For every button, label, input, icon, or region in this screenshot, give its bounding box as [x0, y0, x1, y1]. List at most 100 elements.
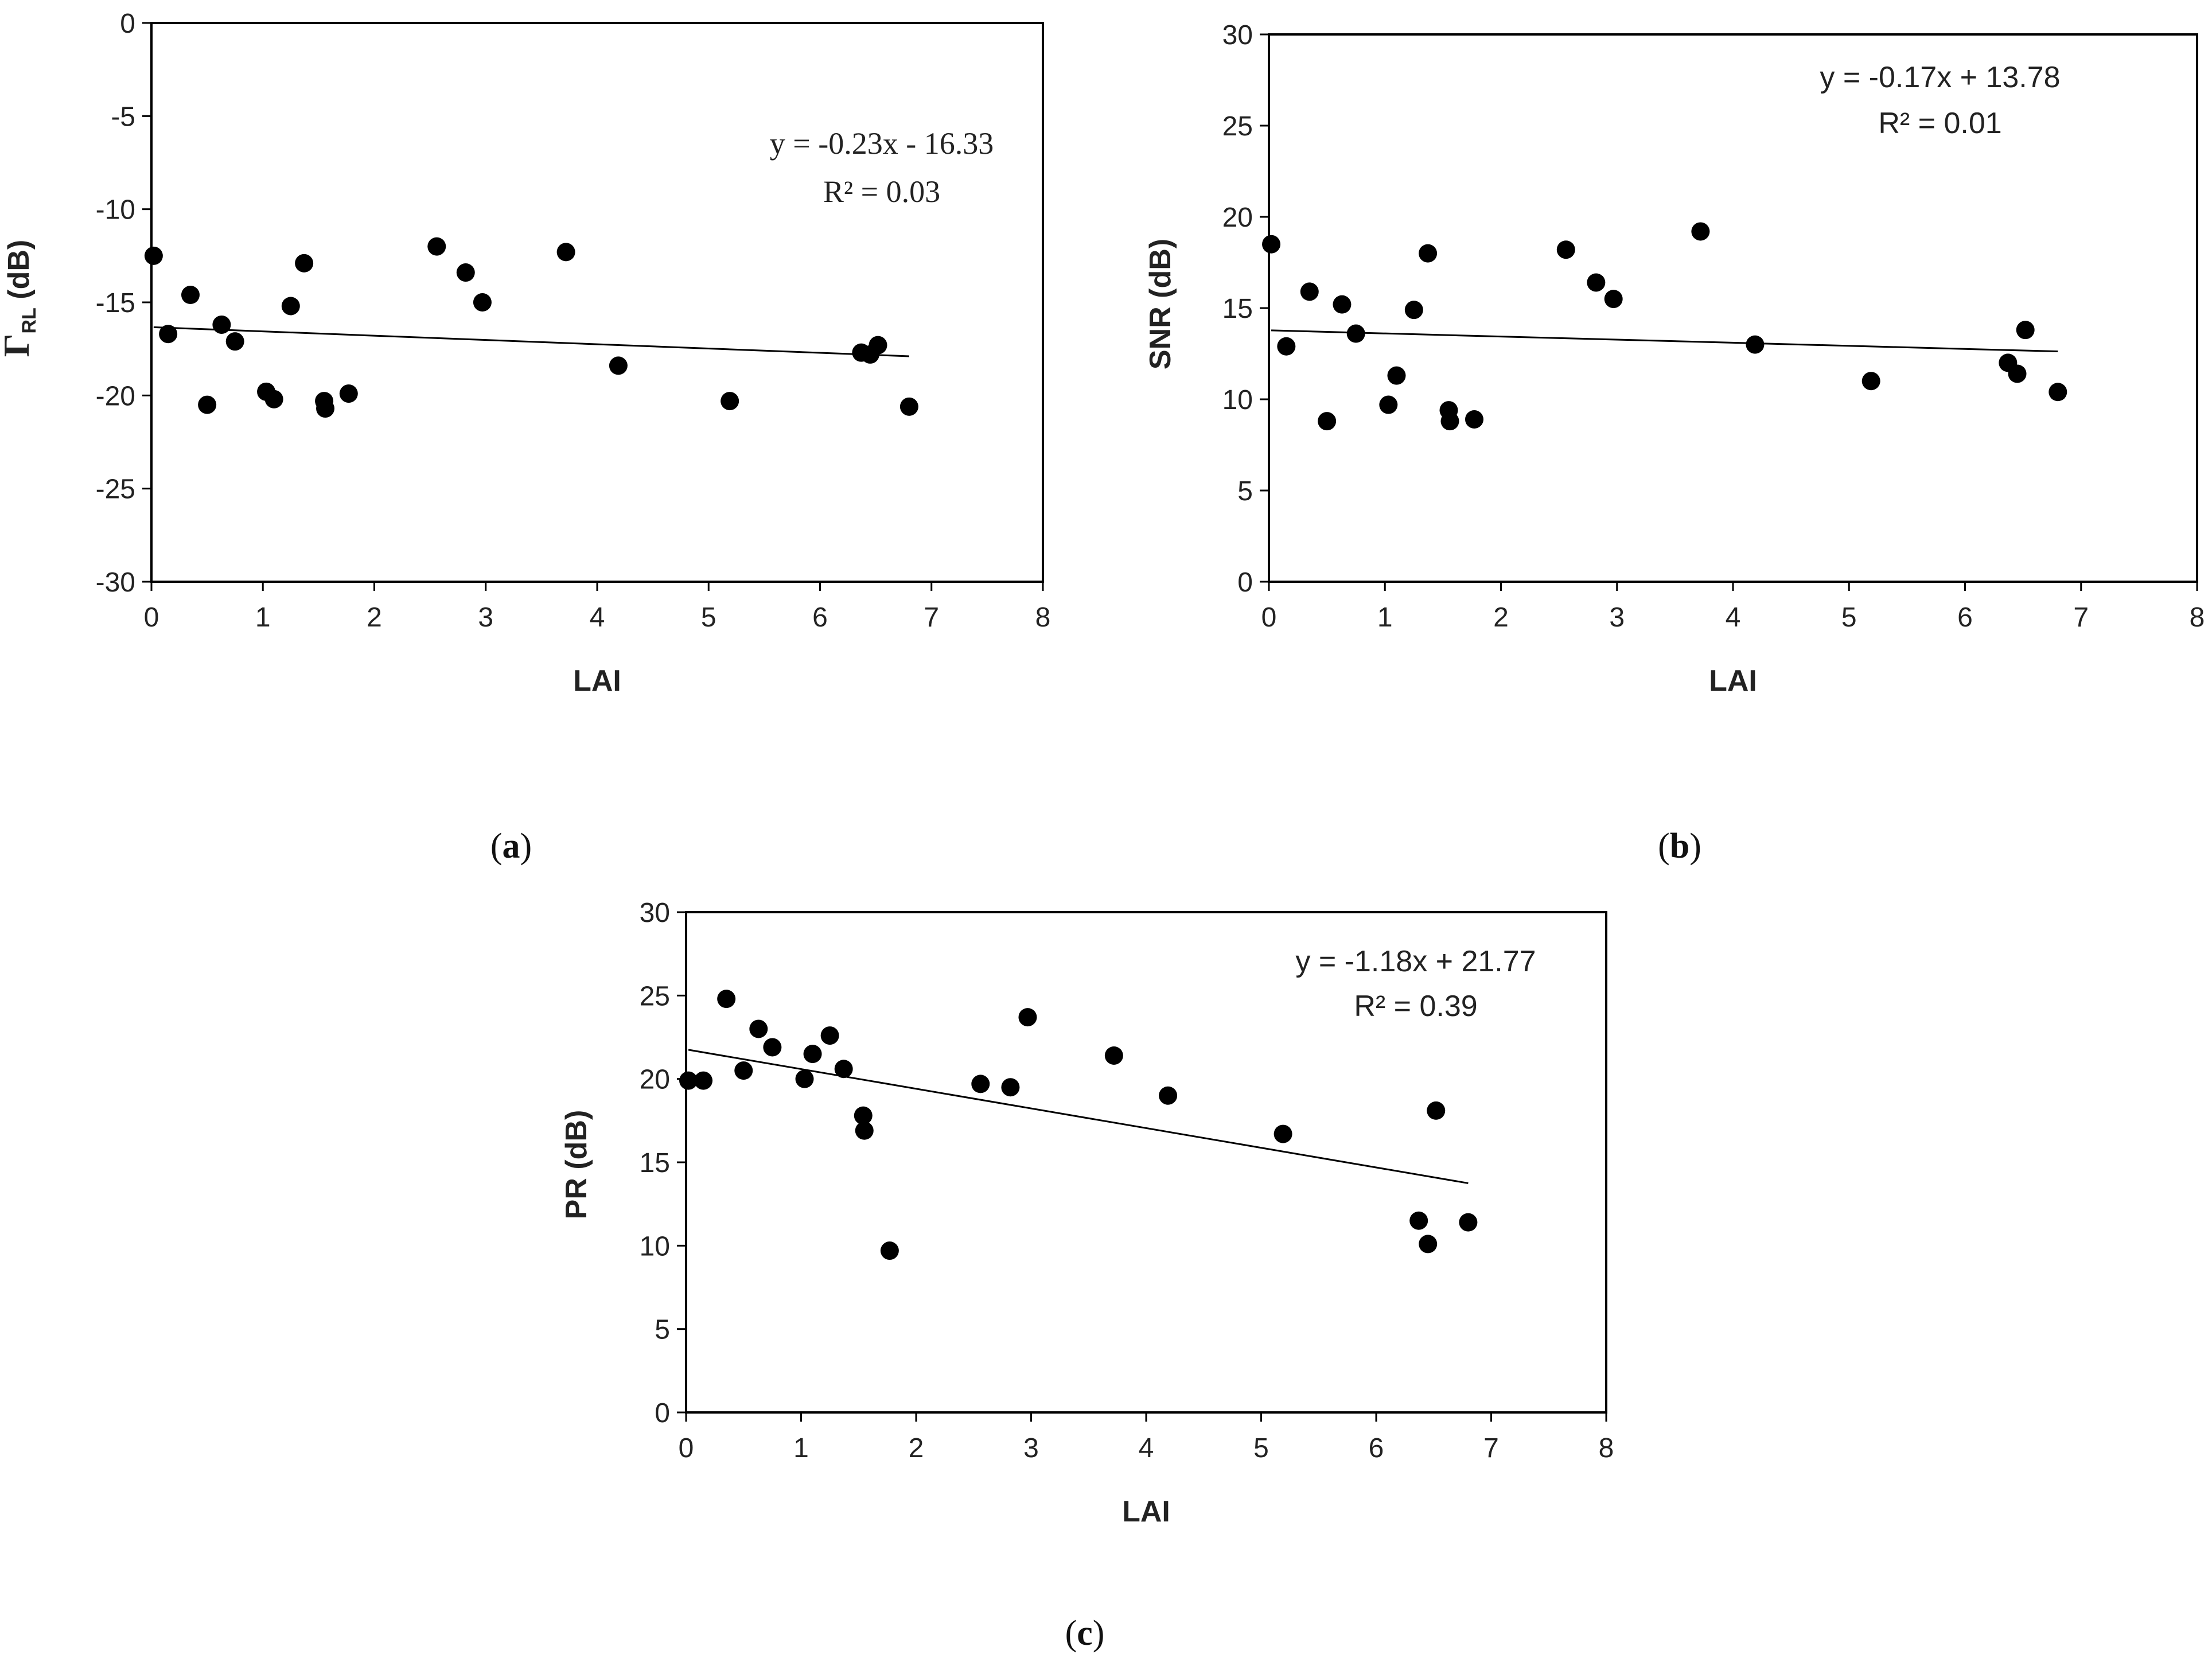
chart-b-y-tick-label: 30	[1222, 20, 1253, 50]
chart-a-y-tick-label: 0	[120, 9, 135, 39]
chart-c-data-point	[1001, 1078, 1020, 1097]
chart-c-data-point	[734, 1061, 753, 1080]
chart-a-data-point	[212, 315, 231, 334]
chart-c-data-point	[694, 1071, 713, 1090]
chart-c-x-axis-label: LAI	[1122, 1495, 1170, 1528]
chart-a-y-tick-label: -15	[96, 288, 135, 318]
chart-a-y-axis-subscript: RL	[18, 307, 40, 333]
chart-a-caption-letter: a	[503, 827, 520, 866]
chart-b-y-tick-label: 20	[1222, 203, 1253, 233]
chart-b-x-tick-label: 5	[1841, 602, 1857, 633]
chart-b-data-point	[1300, 282, 1319, 301]
chart-a-x-tick-label: 4	[590, 602, 605, 633]
chart-a-data-point	[295, 254, 314, 273]
chart-a-x-tick-label: 7	[924, 602, 939, 633]
chart-b-data-point	[1387, 366, 1406, 385]
chart-a-data-point	[264, 390, 283, 408]
chart-c-x-tick-label: 0	[679, 1433, 694, 1463]
chart-c-x-tick-label: 2	[909, 1433, 924, 1463]
chart-c-x-tick-label: 5	[1253, 1433, 1269, 1463]
chart-b-x-tick-label: 1	[1377, 602, 1393, 633]
chart-b-x-tick-label: 4	[1726, 602, 1741, 633]
chart-b-y-tick-label: 15	[1222, 294, 1253, 324]
chart-b-x-tick-label: 8	[2190, 602, 2205, 633]
chart-b-data-point	[1318, 412, 1337, 431]
chart-c-data-point	[1459, 1213, 1478, 1232]
chart-a-data-point	[473, 293, 492, 312]
chart-panel-a: 0 1 2 3 4 5 6 7 8 -30 -25 -20 -15 -10 -5 0 LAI ΓRL (dB) y …	[0, 9, 1050, 866]
chart-b-x-tick-label: 6	[1957, 602, 1973, 633]
chart-b-data-point	[2008, 364, 2027, 383]
chart-a-data-point	[556, 243, 575, 262]
chart-c-y-tick-label: 20	[640, 1065, 670, 1095]
chart-c-data-point	[795, 1069, 814, 1088]
chart-b-y-tick-label: 0	[1237, 567, 1253, 598]
chart-c-x-tick-label: 7	[1483, 1433, 1499, 1463]
chart-b-data-point	[1556, 240, 1575, 259]
chart-c-data-point	[1419, 1235, 1438, 1254]
chart-b-data-point	[2049, 383, 2067, 402]
chart-c-data-point	[763, 1038, 782, 1057]
chart-b-data-point	[2016, 321, 2035, 340]
chart-a-data-point	[339, 384, 358, 403]
chart-a-data-point	[456, 263, 475, 282]
chart-c-y-axis-label: PR (dB)	[560, 1110, 593, 1220]
chart-a-y-tick-label: -30	[96, 567, 135, 598]
chart-b-x-tick-label: 3	[1609, 602, 1625, 633]
chart-b-x-axis-label: LAI	[1709, 664, 1757, 698]
chart-a-y-tick-label: -5	[111, 102, 135, 132]
chart-panel-b: 0 1 2 3 4 5 6 7 8 0 5 10 15 20 25 30 LAI SNR (dB) y = -0.1…	[1144, 20, 2205, 866]
chart-a-data-point	[281, 297, 300, 316]
chart-c-y-tick-label: 5	[655, 1315, 670, 1345]
chart-b-data-point	[1440, 412, 1459, 431]
chart-c-plot-frame	[685, 911, 1607, 1414]
chart-a-r-squared: R² = 0.03	[823, 174, 940, 209]
chart-a-x-tick-label: 3	[478, 602, 493, 633]
chart-b-r-squared: R² = 0.01	[1878, 107, 2001, 140]
chart-a-y-axis-symbol: Γ	[0, 334, 37, 357]
chart-a-data-point	[869, 336, 887, 355]
chart-c-trend-equation: y = -1.18x + 21.77	[1295, 945, 1536, 978]
chart-c-x-tick-label: 1	[793, 1433, 809, 1463]
chart-b-data-point	[1691, 222, 1710, 241]
chart-a-y-tick-label: -20	[96, 381, 135, 411]
chart-a-data-point	[181, 286, 200, 305]
chart-c-x-tick-label: 8	[1599, 1433, 1614, 1463]
chart-b-data-point	[1262, 235, 1281, 254]
chart-c-trendline	[688, 1049, 1469, 1184]
chart-c-data-point	[880, 1241, 899, 1260]
chart-a-data-point	[159, 325, 178, 344]
chart-b-data-point	[1346, 324, 1365, 343]
chart-a-x-tick-label: 5	[701, 602, 716, 633]
chart-a-x-tick-label: 6	[812, 602, 828, 633]
chart-a-y-axis-unit: (dB)	[2, 240, 36, 307]
chart-c-data-point	[749, 1019, 768, 1038]
chart-c-x-tick-label: 3	[1023, 1433, 1039, 1463]
chart-b-caption-letter: b	[1670, 827, 1689, 866]
chart-c-data-point	[1018, 1008, 1037, 1027]
chart-a-x-tick-label: 2	[367, 602, 382, 633]
chart-a-caption: (a)	[490, 827, 532, 866]
chart-b-y-axis-label: SNR (dB)	[1144, 239, 1177, 369]
chart-b-y-tick-label: 10	[1222, 385, 1253, 415]
chart-c-y-tick-label: 0	[655, 1398, 670, 1428]
chart-b-trendline	[1271, 329, 2058, 353]
chart-c-caption-letter: c	[1077, 1614, 1093, 1653]
chart-a-data-point	[721, 392, 739, 411]
chart-c-y-tick-label: 30	[640, 898, 670, 928]
chart-c-r-squared: R² = 0.39	[1354, 990, 1477, 1023]
chart-b-data-point	[1861, 372, 1880, 391]
chart-c-data-point	[717, 990, 736, 1009]
chart-a-x-tick-label: 8	[1035, 602, 1051, 633]
chart-b-trend-equation: y = -0.17x + 13.78	[1820, 61, 2060, 94]
chart-b-x-tick-label: 0	[1261, 602, 1277, 633]
chart-b-data-point	[1465, 410, 1483, 429]
chart-b-data-point	[1333, 295, 1352, 314]
chart-a-trendline	[153, 326, 909, 357]
chart-b-data-point	[1746, 335, 1765, 354]
chart-c-x-tick-label: 4	[1139, 1433, 1154, 1463]
chart-a-data-point	[225, 332, 244, 351]
chart-a-trend-equation: y = -0.23x - 16.33	[770, 126, 994, 161]
chart-a-data-point	[427, 237, 446, 256]
